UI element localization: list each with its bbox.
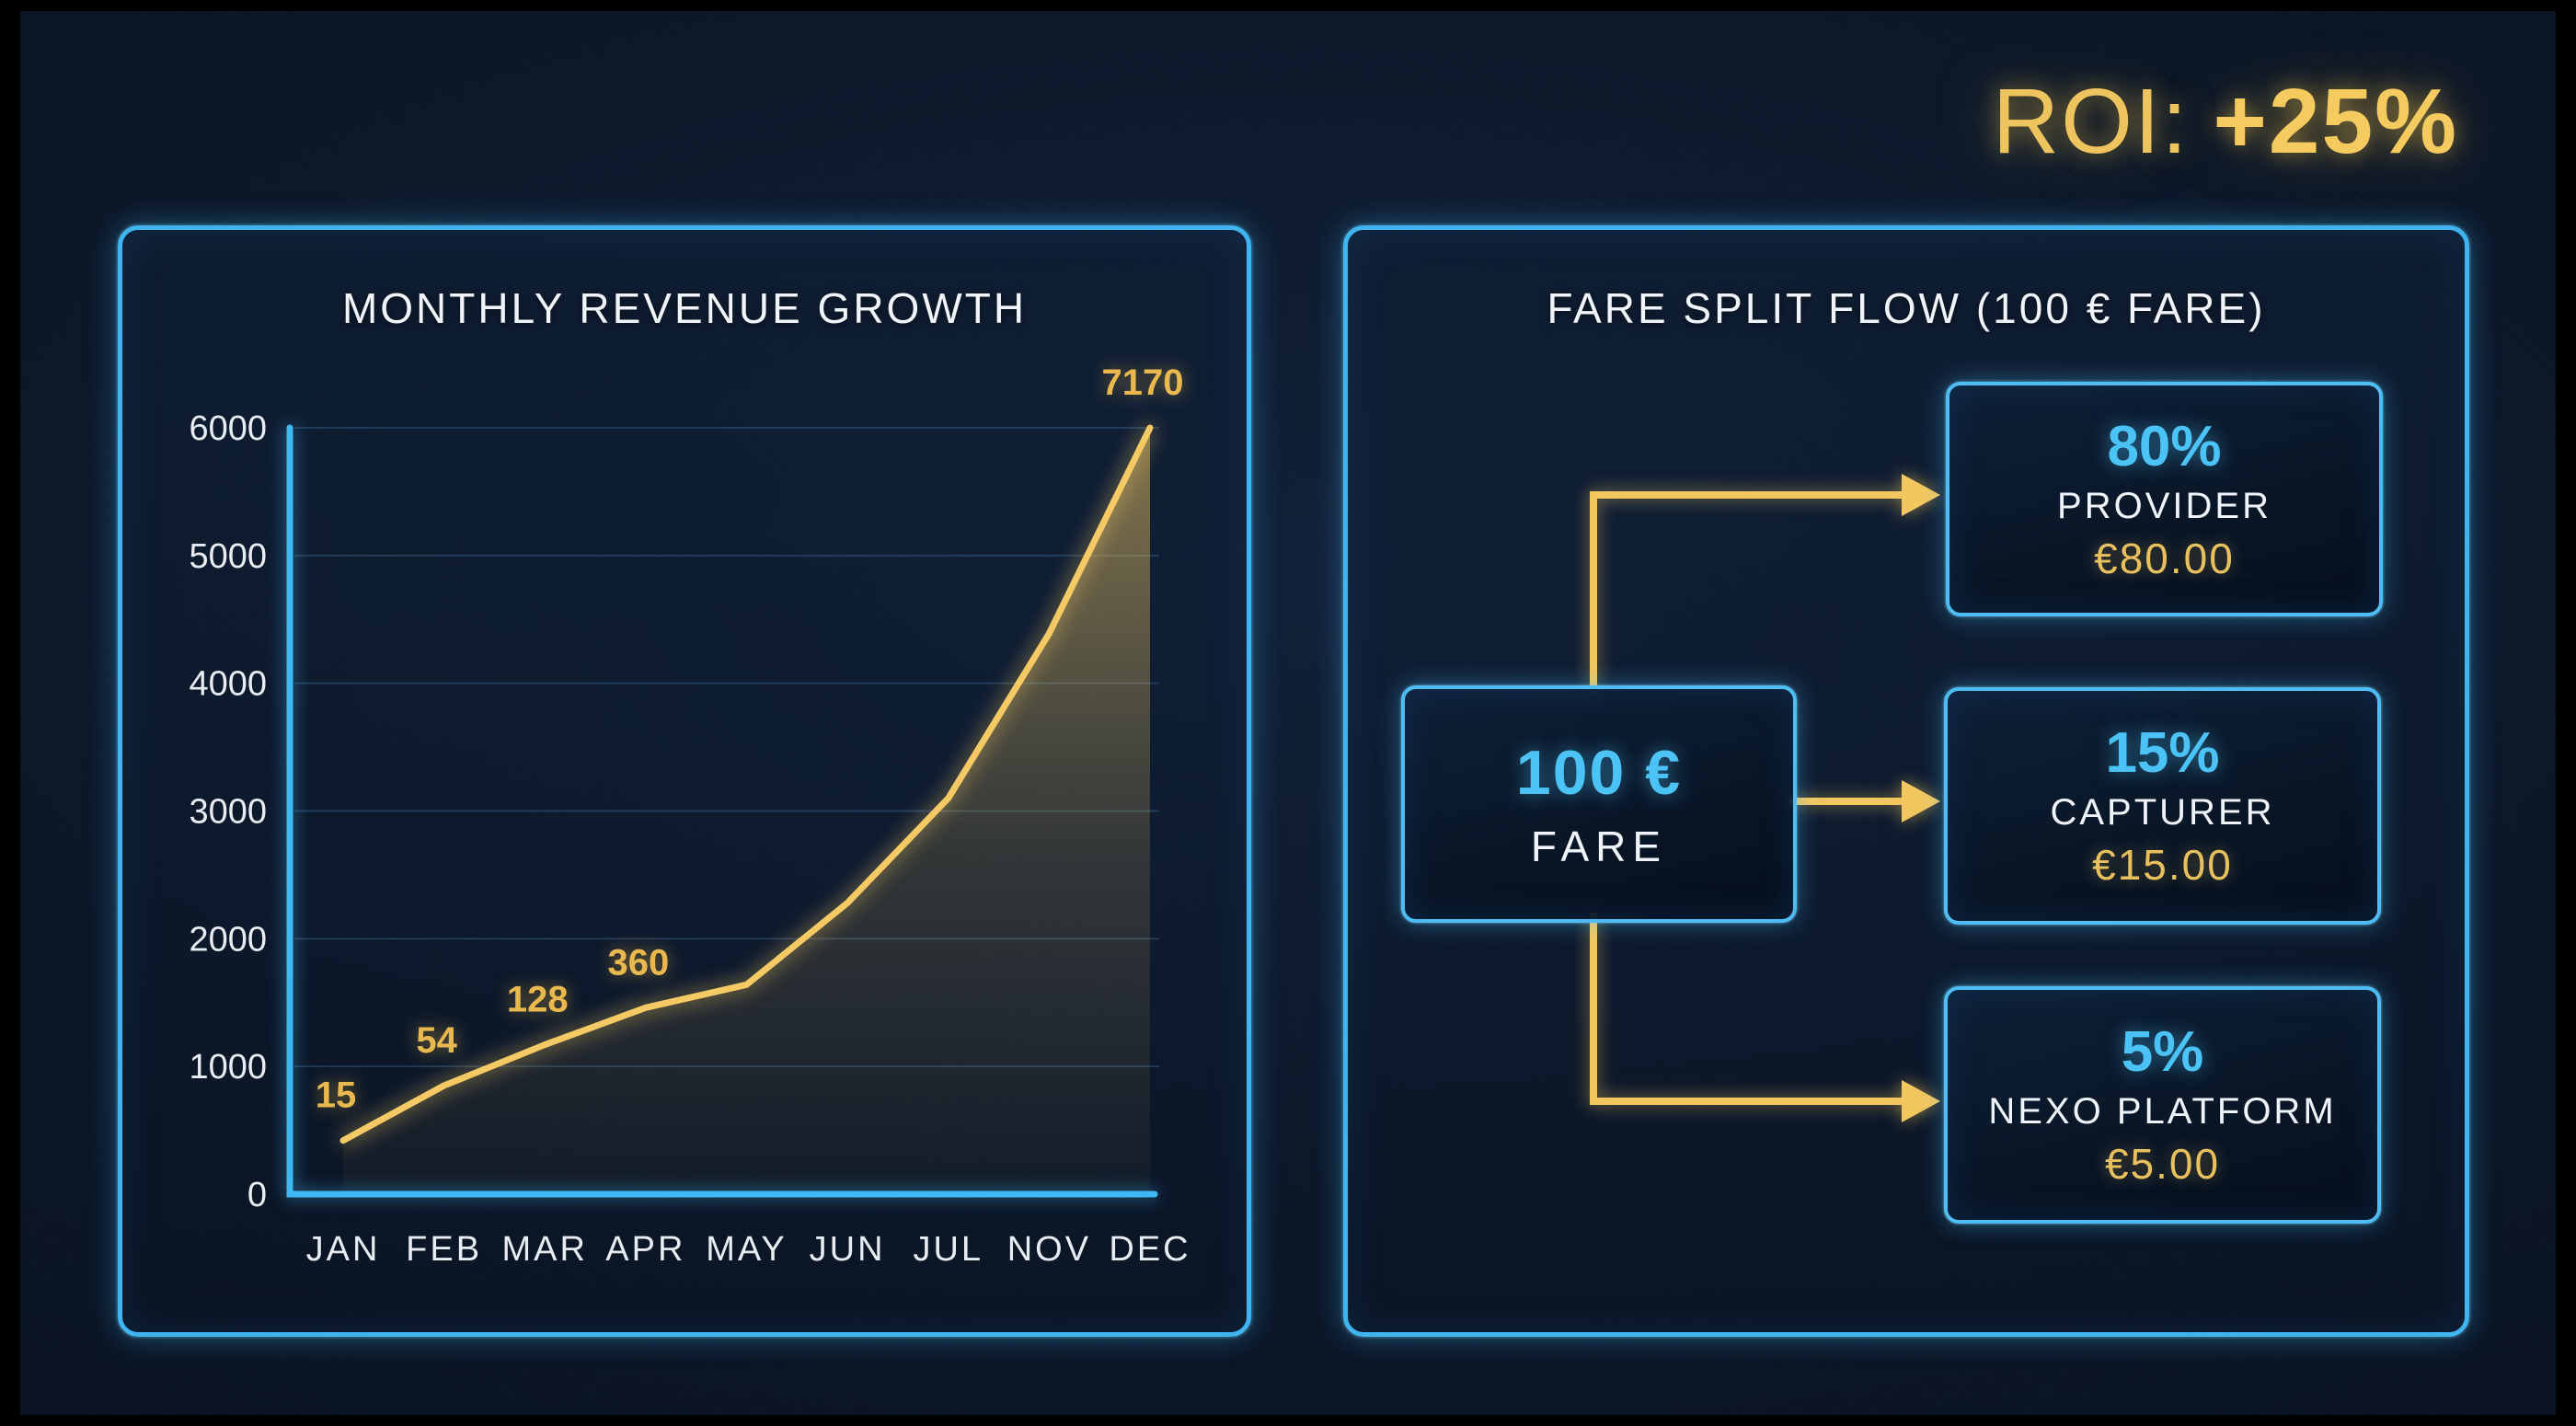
flow-connectors (1590, 474, 1940, 1122)
provider-amount: €80.00 (2094, 534, 2235, 582)
y-tick-label: 4000 (189, 665, 267, 704)
x-tick-label: JUN (810, 1230, 886, 1269)
x-tick-label: DEC (1109, 1230, 1190, 1269)
x-tick-label: MAY (706, 1230, 788, 1269)
y-tick-label: 2000 (189, 920, 267, 959)
data-point-label: 7170 (1102, 362, 1184, 403)
fare-label: FARE (1530, 822, 1668, 870)
y-tick-label: 3000 (189, 793, 267, 832)
revenue-area (343, 428, 1150, 1194)
data-point-label: 15 (316, 1075, 357, 1116)
provider-percent: 80% (2107, 414, 2222, 478)
data-point-label: 128 (507, 980, 569, 1020)
roi-label: ROI: (1992, 70, 2190, 173)
fare-source-box: 100 € FARE (1401, 685, 1797, 923)
revenue-line-chart: 0 1000 2000 3000 4000 5000 6000 JAN FEB MAR APR MAY… (189, 362, 1190, 1269)
split-box-provider: 80% PROVIDER €80.00 (1946, 382, 2383, 616)
x-tick-label: FEB (406, 1230, 482, 1269)
x-tick-label: MAR (502, 1230, 588, 1269)
fare-split-title: FARE SPLIT FLOW (100 € FARE) (1547, 284, 2266, 332)
connector-to-nexo (1590, 913, 1902, 1105)
x-tick-label: NOV (1007, 1230, 1091, 1269)
y-tick-label: 1000 (189, 1048, 267, 1087)
split-box-capturer: 15% CAPTURER €15.00 (1944, 687, 2381, 925)
roi-indicator: ROI: +25% (1993, 75, 2458, 167)
fare-split-panel: FARE SPLIT FLOW (100 € FARE) 100 € FARE … (1343, 225, 2469, 1337)
revenue-line (339, 424, 1154, 1144)
y-tick-label: 6000 (189, 409, 267, 448)
nexo-amount: €5.00 (2104, 1140, 2221, 1189)
nexo-percent: 5% (2121, 1020, 2204, 1085)
chart-axes (286, 424, 1158, 1198)
nexo-label: NEXO PLATFORM (1988, 1091, 2337, 1133)
capturer-percent: 15% (2105, 721, 2220, 786)
data-point-label: 360 (608, 942, 670, 983)
connector-to-provider (1590, 491, 1902, 688)
split-box-nexo: 5% NEXO PLATFORM €5.00 (1944, 986, 2381, 1224)
x-tick-label: APR (605, 1230, 685, 1269)
x-tick-label: JUL (913, 1230, 983, 1269)
roi-value: +25% (2213, 70, 2458, 173)
arrowhead-provider-icon (1902, 474, 1940, 516)
capturer-label: CAPTURER (2050, 792, 2275, 834)
fare-amount: 100 € (1515, 738, 1683, 808)
revenue-chart-title: MONTHLY REVENUE GROWTH (341, 284, 1028, 332)
arrowhead-nexo-icon (1902, 1080, 1940, 1122)
y-tick-label: 5000 (189, 537, 267, 576)
y-tick-label: 0 (247, 1176, 267, 1214)
x-tick-label: JAN (306, 1230, 381, 1269)
data-point-label: 54 (416, 1020, 457, 1061)
capturer-amount: €15.00 (2092, 841, 2233, 890)
provider-label: PROVIDER (2057, 485, 2271, 526)
revenue-chart-panel: MONTHLY REVENUE GROWTH 0 1000 2000 3000 4000… (118, 225, 1251, 1337)
arrowhead-capturer-icon (1902, 780, 1940, 822)
